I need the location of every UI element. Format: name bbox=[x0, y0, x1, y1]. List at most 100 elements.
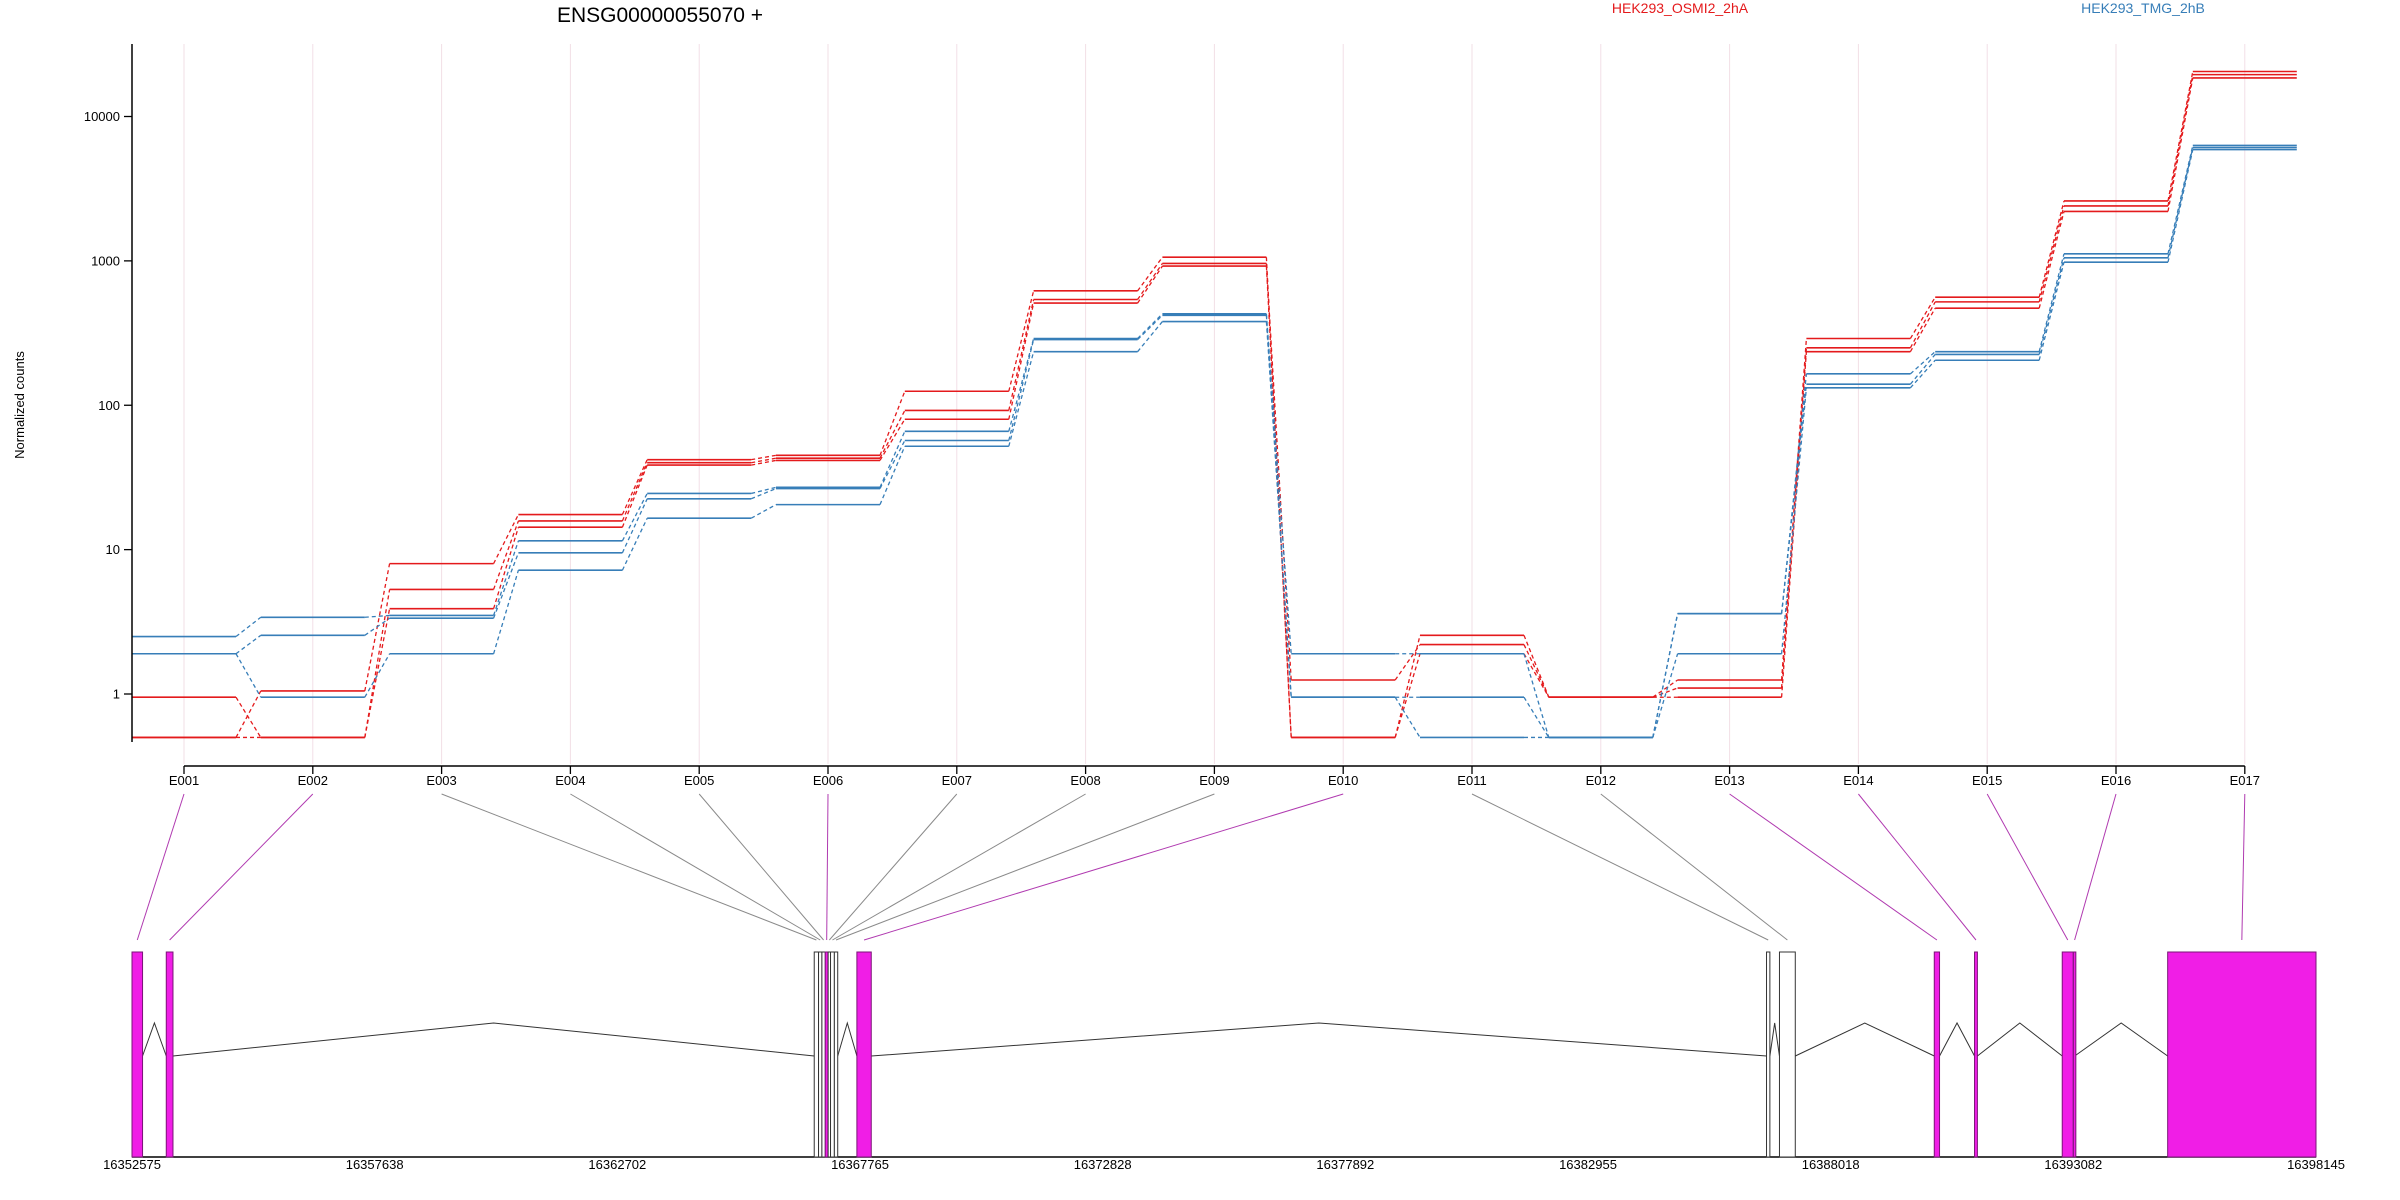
x-tick-label-e016: E016 bbox=[2101, 773, 2131, 788]
connector-e001 bbox=[136, 793, 185, 941]
series-3-transition-10 bbox=[1394, 653, 1421, 738]
series-4-transition-4 bbox=[621, 493, 648, 542]
series-3-transition-16 bbox=[2167, 77, 2194, 212]
series-2-transition-4 bbox=[621, 462, 648, 522]
connector-e005 bbox=[698, 793, 824, 941]
series-4-transition-7 bbox=[1008, 338, 1035, 432]
series-1-transition-7 bbox=[1008, 290, 1035, 392]
series-2-transition-14 bbox=[1909, 301, 1936, 349]
series-5-transition-12 bbox=[1652, 613, 1679, 738]
legend: HEK293_OSMI2_2hA HEK293_TMG_2hB bbox=[1612, 0, 2205, 16]
intron-4 bbox=[871, 1022, 1767, 1057]
connector-e016 bbox=[2074, 793, 2117, 941]
x-tick-label-e011: E011 bbox=[1457, 773, 1486, 788]
series-1-transition-1 bbox=[235, 690, 262, 738]
exon-e015 bbox=[2061, 951, 2074, 1158]
series-3-transition-11 bbox=[1523, 653, 1550, 698]
series-4-transition-5 bbox=[751, 486, 777, 495]
y-tick-label-10: 10 bbox=[106, 542, 120, 557]
connector-e003 bbox=[441, 793, 817, 941]
gene-model: 16352575 16357638 16362702 16367765 16372828… bbox=[103, 951, 2345, 1172]
series-4-transition-1 bbox=[235, 616, 262, 638]
genomic-coord-label-9: 16393082 bbox=[2044, 1157, 2102, 1172]
series-5 bbox=[132, 146, 2297, 739]
series-lines bbox=[132, 70, 2297, 739]
series-4-transition-15 bbox=[2038, 253, 2065, 352]
connector-e010 bbox=[863, 793, 1344, 941]
intron-5 bbox=[1769, 1022, 1780, 1057]
exon-e005 bbox=[821, 951, 826, 1158]
series-5-transition-2 bbox=[364, 617, 390, 636]
series-2-transition-15 bbox=[2038, 205, 2065, 303]
series-2-transition-16 bbox=[2167, 74, 2194, 207]
genomic-coord-label-4: 16367765 bbox=[831, 1157, 889, 1172]
series-1-transition-3 bbox=[493, 514, 519, 564]
series-4-transition-6 bbox=[879, 431, 906, 488]
x-tick-label-e007: E007 bbox=[942, 773, 972, 788]
series-3-transition-2 bbox=[364, 608, 391, 738]
intron-10 bbox=[2074, 1022, 2168, 1057]
series-1-transition-12 bbox=[1652, 679, 1678, 698]
series-3-transition-7 bbox=[1008, 302, 1035, 420]
exon-e002 bbox=[165, 951, 174, 1158]
intron-7 bbox=[1939, 1021, 1975, 1057]
series-4-transition-3 bbox=[492, 540, 520, 616]
connector-e006 bbox=[826, 793, 829, 941]
genomic-coord-label-10: 16398145 bbox=[2287, 1157, 2345, 1172]
series-1-transition-16 bbox=[2167, 71, 2194, 202]
x-tick-label-e017: E017 bbox=[2230, 773, 2260, 788]
series-3-transition-15 bbox=[2038, 211, 2065, 309]
series-6-transition-6 bbox=[879, 445, 906, 505]
connector-e002 bbox=[169, 793, 314, 941]
series-5-transition-13 bbox=[1780, 384, 1808, 614]
series-6-transition-14 bbox=[1909, 359, 1936, 389]
exon-e013 bbox=[1933, 951, 1941, 1158]
genomic-coord-label-2: 16357638 bbox=[346, 1157, 404, 1172]
series-1-transition-11 bbox=[1523, 635, 1550, 698]
x-tick-label-e006: E006 bbox=[813, 773, 843, 788]
axes: 1 10 100 1000 10000 E001 E002 E003 E004 E005 E006 E… bbox=[84, 44, 2260, 788]
series-5-transition-8 bbox=[1137, 314, 1163, 341]
series-2-transition-1 bbox=[235, 696, 262, 738]
connector-e015 bbox=[1986, 793, 2069, 941]
x-tick-label-e001: E001 bbox=[169, 773, 199, 788]
series-2-transition-3 bbox=[492, 520, 520, 590]
series-3-transition-3 bbox=[492, 527, 520, 609]
x-tick-label-e004: E004 bbox=[555, 773, 585, 788]
exon-e008 bbox=[830, 951, 835, 1158]
series-2-transition-8 bbox=[1137, 263, 1163, 300]
intron-8 bbox=[1977, 1022, 2063, 1057]
series-6-transition-1 bbox=[235, 653, 262, 698]
genomic-coord-label-5: 16372828 bbox=[1074, 1157, 1132, 1172]
exon-e010 bbox=[856, 951, 872, 1158]
series-5-transition-7 bbox=[1008, 339, 1035, 441]
series-4 bbox=[132, 144, 2297, 739]
connector-e004 bbox=[570, 793, 821, 941]
series-6-transition-13 bbox=[1780, 387, 1808, 654]
series-5-transition-3 bbox=[492, 552, 520, 619]
intron-1 bbox=[142, 1021, 167, 1057]
series-6-transition-5 bbox=[750, 504, 777, 519]
series-2-transition-7 bbox=[1008, 299, 1035, 411]
exon-e011 bbox=[1766, 951, 1771, 1158]
x-tick-label-e012: E012 bbox=[1586, 773, 1616, 788]
series-2-transition-11 bbox=[1523, 644, 1550, 698]
connector-e013 bbox=[1729, 793, 1938, 941]
exon-e012 bbox=[1778, 951, 1796, 1158]
chart-title: ENSG00000055070 + bbox=[557, 4, 763, 27]
series-3-transition-8 bbox=[1137, 265, 1163, 304]
series-5-transition-15 bbox=[2038, 257, 2065, 355]
exon-e017 bbox=[2167, 951, 2317, 1158]
x-tick-label-e015: E015 bbox=[1972, 773, 2002, 788]
series-4-transition-14 bbox=[1909, 351, 1936, 375]
genomic-coord-label-6: 16377892 bbox=[1316, 1157, 1374, 1172]
series-6-transition-7 bbox=[1008, 351, 1035, 447]
x-tick-label-e005: E005 bbox=[684, 773, 714, 788]
series-6-transition-2 bbox=[364, 653, 391, 698]
series-2-transition-10 bbox=[1394, 644, 1421, 681]
genomic-coord-label-3: 16362702 bbox=[588, 1157, 646, 1172]
series-6-transition-4 bbox=[621, 517, 648, 571]
series-3-transition-14 bbox=[1909, 307, 1936, 352]
series-4-transition-16 bbox=[2167, 145, 2194, 254]
